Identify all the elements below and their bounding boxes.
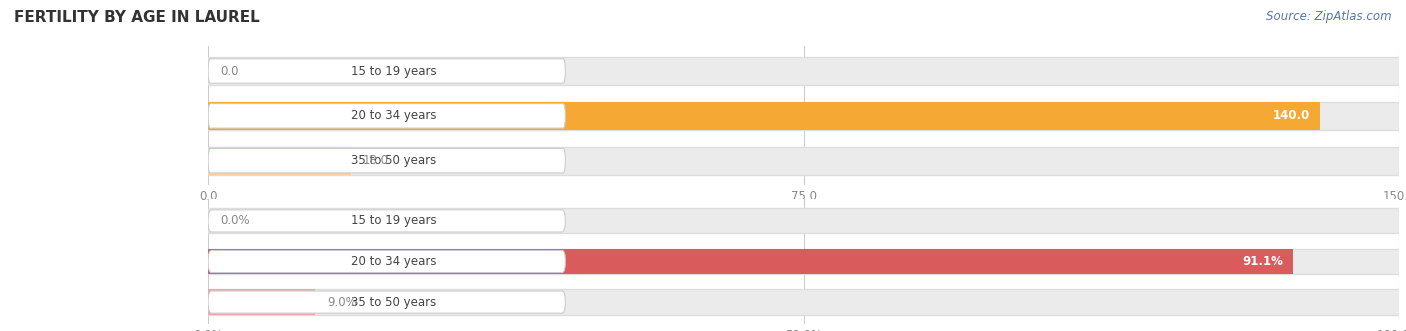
Bar: [208, 290, 1399, 315]
FancyBboxPatch shape: [208, 210, 565, 232]
Bar: [208, 208, 1399, 233]
Bar: [208, 290, 315, 315]
FancyBboxPatch shape: [208, 59, 565, 83]
FancyBboxPatch shape: [208, 104, 565, 128]
FancyBboxPatch shape: [208, 251, 565, 272]
Text: 0.0%: 0.0%: [219, 214, 250, 227]
FancyBboxPatch shape: [208, 291, 565, 313]
Text: 20 to 34 years: 20 to 34 years: [352, 109, 437, 122]
FancyBboxPatch shape: [208, 149, 565, 173]
Text: Source: ZipAtlas.com: Source: ZipAtlas.com: [1267, 10, 1392, 23]
Text: 0.0: 0.0: [219, 65, 239, 77]
Text: 15 to 19 years: 15 to 19 years: [352, 214, 437, 227]
Bar: [208, 147, 1399, 174]
Text: 15 to 19 years: 15 to 19 years: [352, 65, 437, 77]
Bar: [208, 249, 1399, 274]
Bar: [208, 147, 352, 174]
Text: 35 to 50 years: 35 to 50 years: [352, 296, 436, 308]
Bar: [208, 57, 1399, 85]
Text: 18.0: 18.0: [363, 154, 389, 167]
Text: 91.1%: 91.1%: [1243, 255, 1284, 268]
Text: 35 to 50 years: 35 to 50 years: [352, 154, 436, 167]
Text: 9.0%: 9.0%: [328, 296, 357, 308]
Text: 20 to 34 years: 20 to 34 years: [352, 255, 437, 268]
Text: FERTILITY BY AGE IN LAUREL: FERTILITY BY AGE IN LAUREL: [14, 10, 260, 25]
Text: 140.0: 140.0: [1272, 109, 1310, 122]
Bar: [208, 102, 1320, 130]
Bar: [208, 102, 1399, 130]
Bar: [208, 249, 1294, 274]
